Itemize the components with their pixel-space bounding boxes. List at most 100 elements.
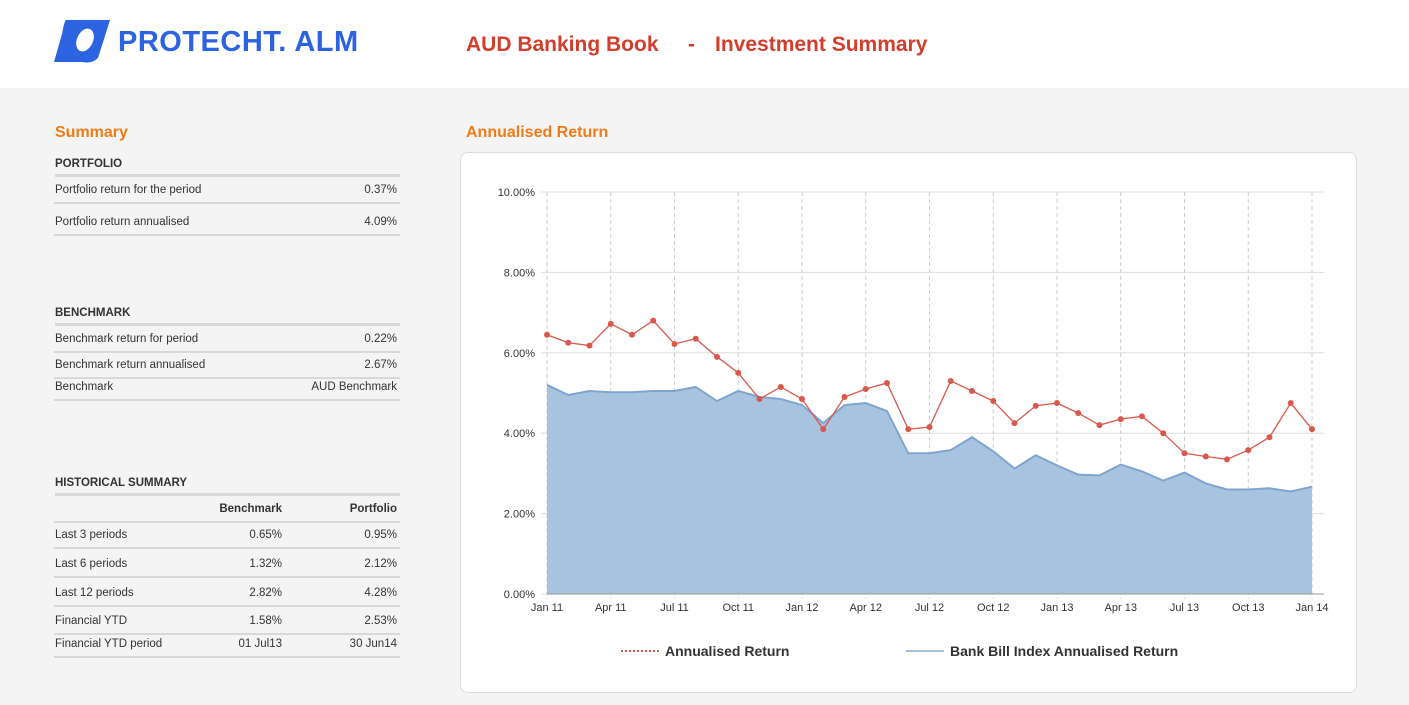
cell: Portfolio return for the period <box>55 184 202 196</box>
section-heading: BENCHMARK <box>55 307 400 326</box>
y-tick-label: 4.00% <box>504 428 535 440</box>
cell: 2.12% <box>364 558 397 570</box>
point <box>735 369 742 376</box>
x-tick-label: Jul 12 <box>915 602 944 614</box>
cell: 1.58% <box>249 615 282 627</box>
point <box>1287 400 1294 407</box>
point <box>1181 450 1188 457</box>
point <box>714 353 720 360</box>
table-row: Financial YTD 1.58% 2.53% <box>54 611 400 635</box>
table-row: Last 6 periods 1.32% 2.12% <box>54 554 400 578</box>
table-row: Financial YTD period 01 Jul13 30 Jun14 <box>54 634 400 658</box>
point <box>862 385 869 392</box>
point <box>820 426 827 433</box>
table-row: Portfolio return for the period 0.37% <box>54 180 400 204</box>
point <box>544 331 550 338</box>
x-tick-label: Jan 11 <box>531 602 563 614</box>
point <box>1266 434 1273 441</box>
cell: 0.22% <box>364 333 397 345</box>
point <box>1139 413 1145 420</box>
table-row: Last 3 periods 0.65% 0.95% <box>54 525 400 549</box>
point <box>884 379 890 386</box>
x-tick-label: Jan 14 <box>1295 602 1328 614</box>
x-tick-label: Oct 12 <box>977 602 1009 614</box>
section-heading: HISTORICAL SUMMARY <box>55 477 400 496</box>
point <box>565 339 572 346</box>
cell: AUD Benchmark <box>311 381 397 393</box>
table-row: Benchmark return for period 0.22% <box>54 329 400 353</box>
section-heading: PORTFOLIO <box>55 158 400 177</box>
point <box>947 377 954 384</box>
point <box>671 340 678 347</box>
cell: Financial YTD <box>55 615 128 627</box>
x-tick-label: Jan 13 <box>1040 602 1073 614</box>
header: PROTECHT. ALM AUD Banking Book - Investm… <box>0 0 1409 88</box>
cell: Portfolio return annualised <box>55 216 190 228</box>
cell: 0.37% <box>364 184 397 196</box>
point <box>1309 426 1315 433</box>
point <box>607 320 614 327</box>
point <box>586 342 593 349</box>
area-line <box>546 384 1313 493</box>
cell: Portfolio <box>349 503 397 515</box>
x-tick-label: Jan 12 <box>785 602 818 614</box>
title-right: Investment Summary <box>715 33 928 56</box>
y-tick-label: 6.00% <box>504 348 535 360</box>
cell: 2.82% <box>249 587 282 599</box>
cell: Benchmark return for period <box>55 333 199 345</box>
x-tick-label: Oct 11 <box>722 602 754 614</box>
cell: 30 Jun14 <box>349 638 397 650</box>
point <box>692 335 699 342</box>
title-left: AUD Banking Book <box>466 33 659 56</box>
cell: Last 12 periods <box>55 587 134 599</box>
point <box>1075 410 1082 417</box>
table-row: Benchmark return annualised 2.67% <box>54 355 400 379</box>
cell: 2.53% <box>364 615 397 627</box>
chart-card: 0.00% 2.00% 4.00% 6.00% 8.00% 10.00% Jan 11 Apr… <box>460 152 1357 693</box>
cell: 0.95% <box>364 529 397 541</box>
logo-icon <box>54 20 110 63</box>
cell: Financial YTD period <box>55 638 163 650</box>
y-tick-label: 0.00% <box>504 589 535 601</box>
cell: Benchmark <box>219 503 282 515</box>
cell: Last 3 periods <box>55 529 128 541</box>
chart-title: Annualised Return <box>466 124 609 141</box>
x-tick-label: Apr 12 <box>850 602 882 614</box>
cell: 2.67% <box>364 359 397 371</box>
cell: Last 6 periods <box>55 558 128 570</box>
point <box>1117 416 1124 423</box>
point <box>799 396 805 403</box>
point <box>1054 400 1060 407</box>
cell: 4.28% <box>364 587 397 599</box>
point <box>1202 453 1209 460</box>
cell: Benchmark <box>55 381 114 393</box>
title-separator: - <box>688 33 695 56</box>
x-tick-label: Jul 11 <box>660 602 689 614</box>
area-fill <box>547 384 1312 594</box>
y-tick-label: 8.00% <box>504 267 535 279</box>
legend-label: Annualised Return <box>665 643 789 659</box>
y-tick-label: 2.00% <box>504 509 535 521</box>
point <box>1160 430 1167 437</box>
table-row: Portfolio return annualised 4.09% <box>54 212 400 236</box>
point <box>841 394 848 401</box>
cell: 0.65% <box>249 529 282 541</box>
cell: 4.09% <box>364 216 397 228</box>
point <box>777 383 784 390</box>
table-header-row: Benchmark Portfolio <box>54 499 400 523</box>
point <box>756 396 763 403</box>
chart: 0.00% 2.00% 4.00% 6.00% 8.00% 10.00% Jan 11 Apr… <box>498 187 1329 659</box>
x-tick-label: Oct 13 <box>1232 602 1264 614</box>
point <box>1224 456 1230 463</box>
x-tick-label: Jul 13 <box>1170 602 1199 614</box>
x-tick-label: Apr 13 <box>1105 602 1137 614</box>
cell: 1.32% <box>249 558 282 570</box>
logo-text: PROTECHT. ALM <box>118 26 359 58</box>
point <box>650 317 657 324</box>
summary-title: Summary <box>55 124 128 141</box>
point <box>1245 447 1252 454</box>
point <box>926 424 933 431</box>
table-row: Last 12 periods 2.82% 4.28% <box>54 583 400 607</box>
legend-label: Bank Bill Index Annualised Return <box>950 643 1178 659</box>
